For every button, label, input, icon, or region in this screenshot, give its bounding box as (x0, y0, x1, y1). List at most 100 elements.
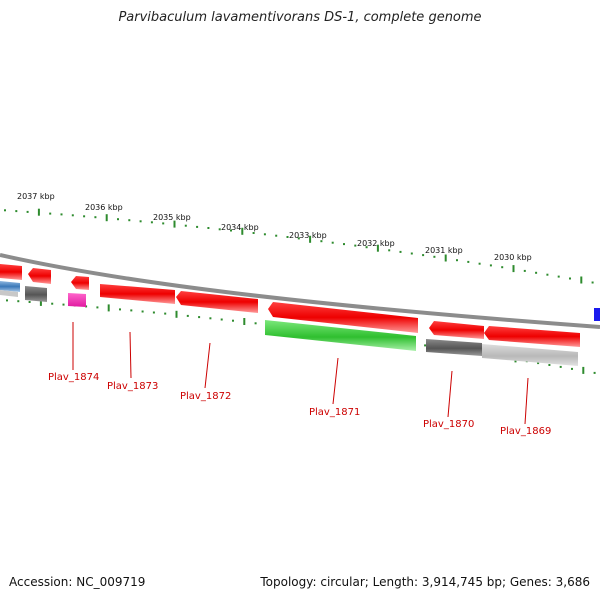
minor-tick (26, 210, 29, 213)
gene-label-plav-1869[interactable]: Plav_1869 (500, 426, 551, 437)
scale-label: 2031 kbp (425, 246, 463, 255)
leader-line (524, 377, 529, 425)
gene-label-plav-1872[interactable]: Plav_1872 (180, 391, 231, 402)
feature-light-gray[interactable] (482, 344, 578, 366)
feature-blue[interactable] (0, 281, 20, 292)
gene-arrow[interactable] (0, 264, 22, 280)
gene-label-plav-1871[interactable]: Plav_1871 (309, 407, 360, 418)
minor-tick (164, 312, 167, 315)
gene-label-plav-1873[interactable]: Plav_1873 (107, 381, 158, 392)
minor-tick (218, 228, 221, 231)
minor-tick (15, 210, 18, 213)
minor-tick (117, 218, 119, 221)
major-tick (37, 208, 40, 216)
major-tick (309, 235, 312, 243)
minor-tick (196, 225, 199, 228)
minor-tick (591, 281, 594, 284)
minor-tick (557, 275, 560, 278)
reverse-strand-features (0, 281, 600, 366)
minor-tick (433, 255, 436, 258)
feature-dark-gray[interactable] (25, 286, 47, 302)
minor-tick (85, 305, 88, 308)
minor-tick (297, 237, 300, 240)
minor-tick (410, 252, 413, 255)
minor-tick (141, 310, 144, 313)
minor-tick (546, 273, 549, 276)
minor-tick (478, 262, 481, 265)
minor-tick (62, 303, 65, 306)
minor-tick (263, 233, 266, 236)
minor-tick (422, 254, 425, 257)
minor-tick (4, 209, 6, 212)
minor-tick (60, 213, 63, 216)
genome-title: Parvibaculum lavamentivorans DS-1, compl… (118, 10, 482, 25)
gene-arrow[interactable] (28, 268, 51, 284)
feature-blue-edge[interactable] (594, 308, 600, 321)
minor-tick (365, 246, 368, 249)
minor-tick (559, 365, 562, 368)
scale-label: 2030 kbp (494, 253, 532, 262)
feature-green[interactable] (265, 320, 416, 351)
topology-summary: Topology: circular; Length: 3,914,745 bp… (260, 575, 590, 589)
minor-tick (571, 367, 573, 370)
minor-tick (456, 259, 458, 262)
gene-label-plav-1874[interactable]: Plav_1874 (48, 372, 99, 383)
minor-tick (232, 319, 234, 322)
scale-labels: 2037 kbp 2036 kbp 2035 kbp 2034 kbp 2033… (17, 192, 532, 262)
minor-tick (207, 227, 210, 229)
minor-tick (388, 249, 391, 252)
minor-tick (399, 250, 402, 253)
minor-tick (162, 222, 165, 225)
major-tick (175, 310, 178, 318)
gene-label-plav-1870[interactable]: Plav_1870 (423, 419, 474, 430)
minor-tick (152, 311, 155, 314)
forward-strand-genes (0, 264, 580, 347)
gene-arrow[interactable] (268, 302, 418, 333)
scale-label: 2034 kbp (221, 223, 259, 232)
minor-tick (230, 229, 232, 232)
minor-tick (354, 244, 357, 247)
major-tick (243, 318, 246, 325)
major-tick (105, 214, 108, 222)
minor-tick (593, 371, 596, 374)
feature-pink[interactable] (68, 293, 86, 307)
gene-arrow[interactable] (484, 326, 580, 347)
minor-tick (548, 364, 551, 366)
major-tick (173, 220, 176, 228)
scale-label: 2033 kbp (289, 231, 327, 240)
major-tick (444, 254, 447, 262)
outer-scale-ticks (4, 208, 594, 284)
minor-tick (209, 317, 212, 320)
gene-arrow[interactable] (100, 284, 175, 304)
minor-tick (523, 269, 526, 272)
minor-tick (286, 236, 289, 238)
minor-tick (184, 224, 187, 227)
minor-tick (6, 299, 8, 302)
minor-tick (28, 301, 31, 303)
gene-labels: Plav_1874 Plav_1873 Plav_1872 Plav_1871 … (48, 372, 551, 437)
minor-tick (130, 309, 133, 312)
leader-line (447, 370, 453, 418)
minor-tick (254, 322, 257, 325)
scale-label: 2035 kbp (153, 213, 191, 222)
minor-tick (83, 215, 86, 218)
minor-tick (467, 260, 470, 263)
minor-tick (220, 318, 223, 321)
minor-tick (198, 316, 201, 319)
minor-tick (537, 362, 540, 365)
minor-tick (150, 221, 153, 224)
major-tick (241, 227, 244, 235)
feature-dark-gray[interactable] (426, 339, 482, 356)
minor-tick (71, 214, 74, 217)
gene-arrow[interactable] (176, 291, 258, 313)
gene-arrow[interactable] (71, 276, 89, 290)
accession-text: Accession: NC_009719 (9, 575, 146, 589)
feature-light-gray[interactable] (0, 290, 18, 297)
leader-line (204, 342, 211, 389)
minor-tick (49, 212, 52, 215)
minor-tick (17, 300, 20, 303)
major-tick (107, 304, 110, 312)
major-tick (580, 276, 583, 284)
gene-arrow[interactable] (429, 321, 484, 339)
